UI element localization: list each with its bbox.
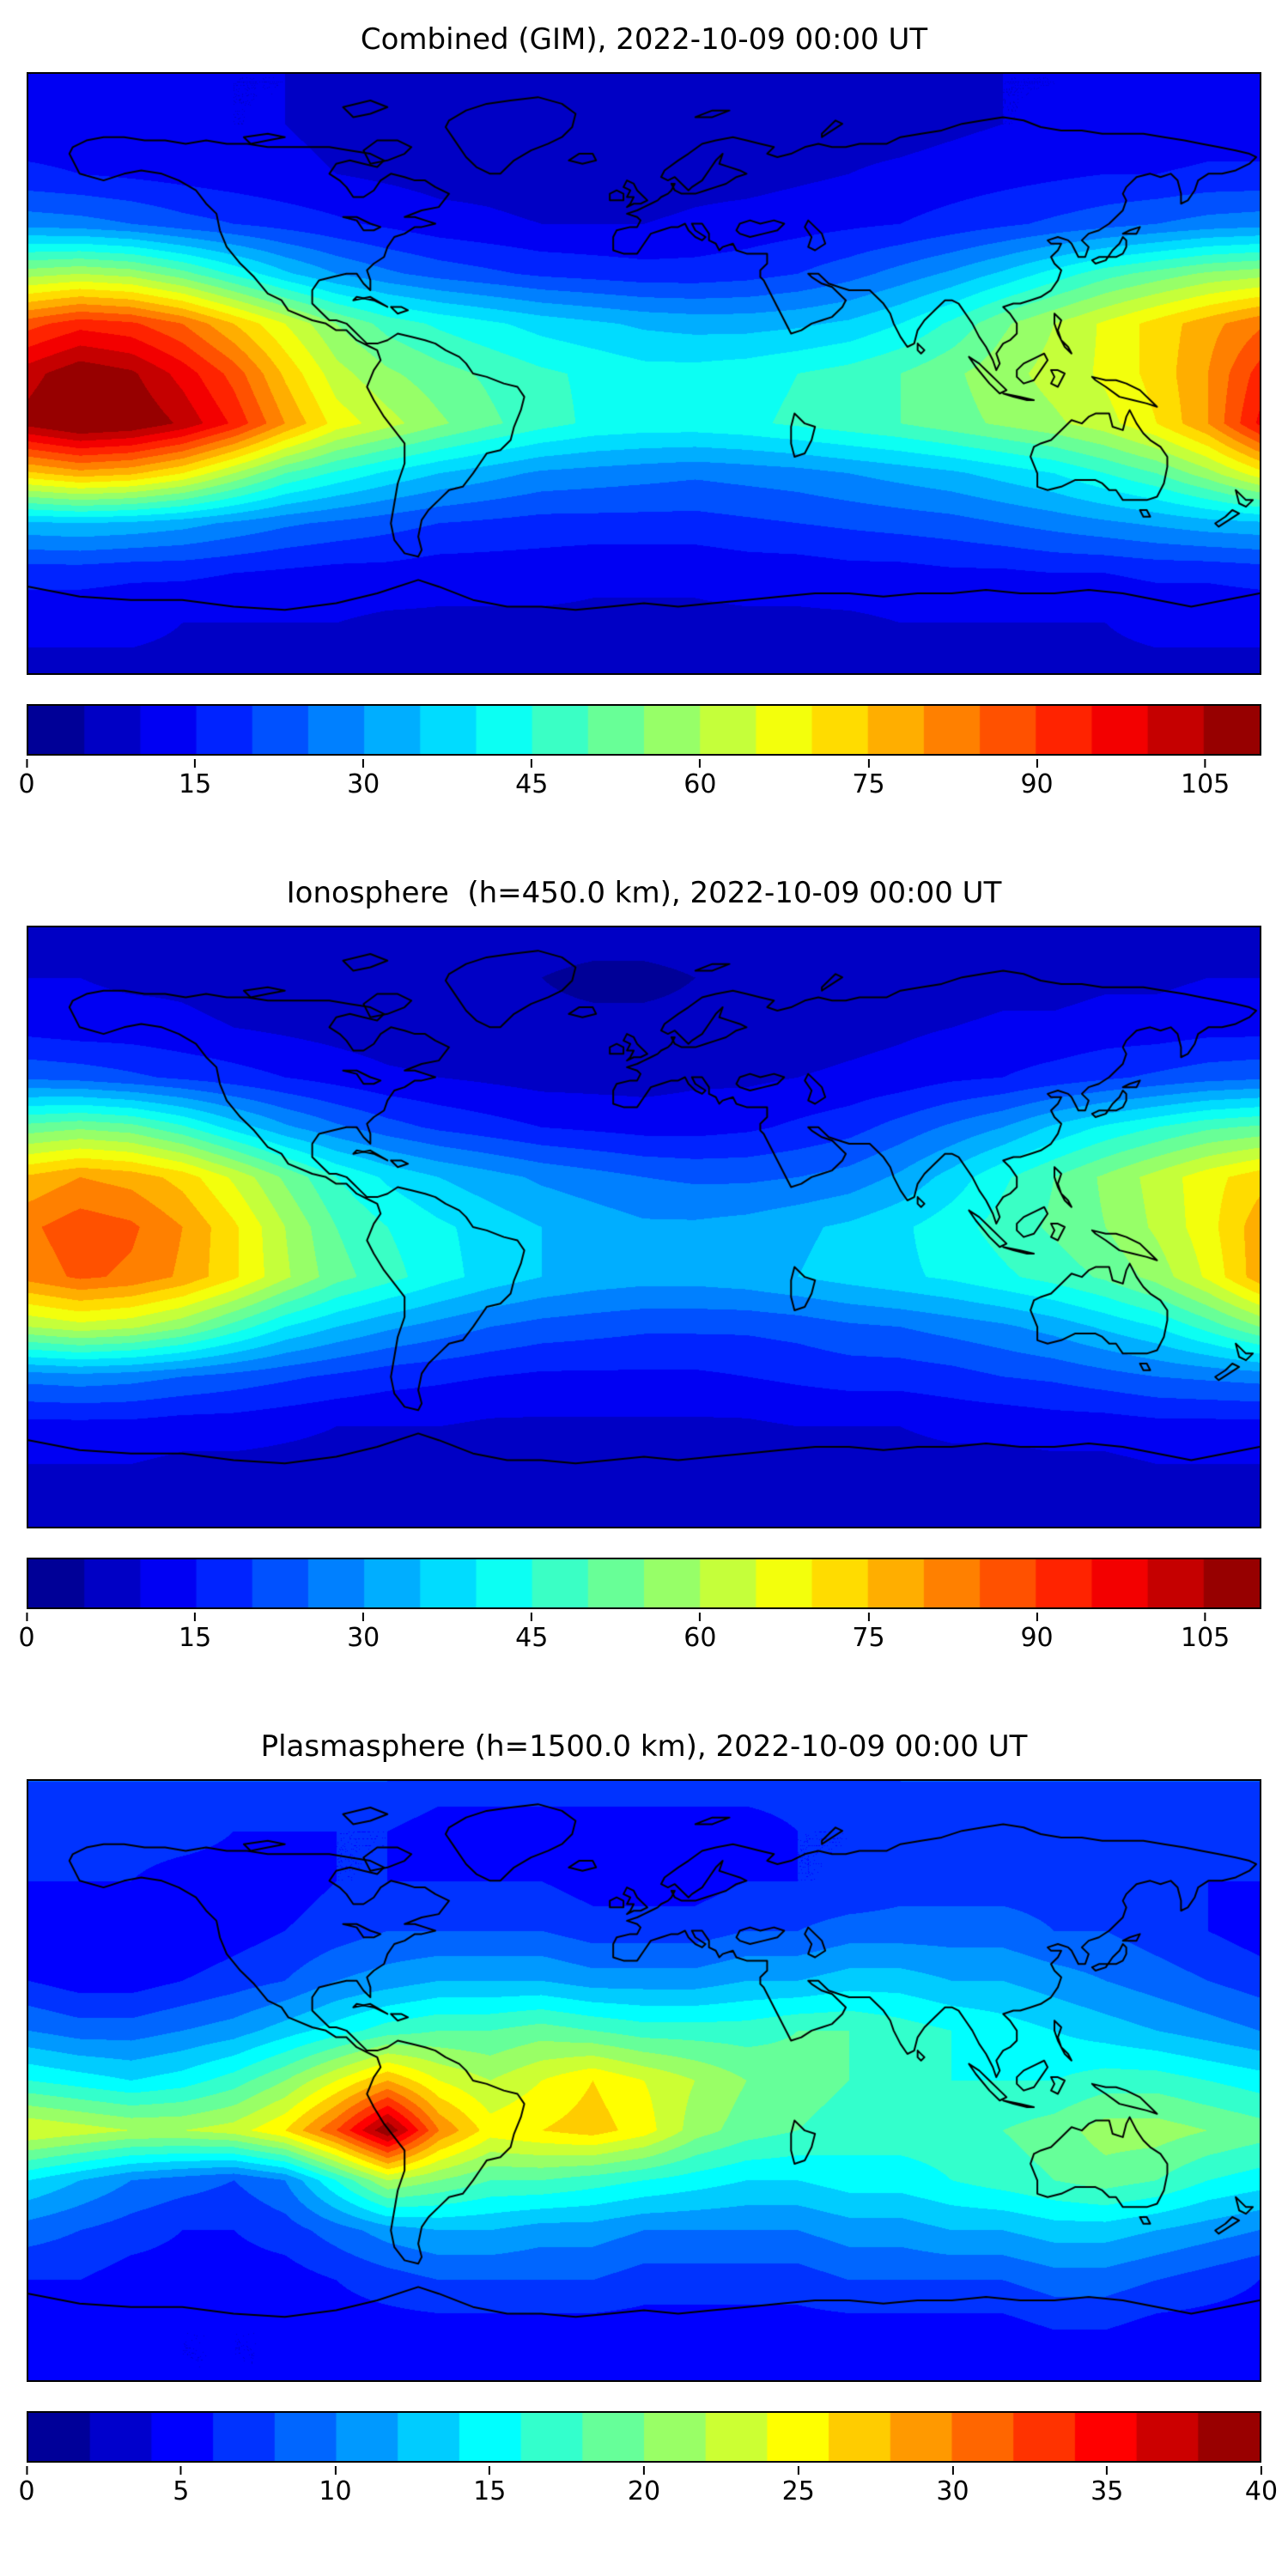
tick-mark <box>1036 759 1038 768</box>
tick-label: 15 <box>178 769 212 799</box>
tick-label: 75 <box>852 1623 885 1653</box>
colorbar-tick: 15 <box>179 759 211 799</box>
panel-ionosphere: Ionosphere (h=450.0 km), 2022-10-09 00:0… <box>18 854 1261 1654</box>
colorbar-tick: 5 <box>173 2466 189 2506</box>
colorbar-tick: 60 <box>683 759 716 799</box>
tick-label: 25 <box>781 2476 815 2506</box>
colorbar-tick: 30 <box>347 759 380 799</box>
colorbar-tick: 105 <box>1181 1613 1230 1652</box>
tick-mark <box>1204 759 1206 768</box>
tick-mark <box>1036 1613 1038 1621</box>
tick-label: 105 <box>1180 1623 1230 1653</box>
tick-mark <box>951 2466 954 2475</box>
tick-mark <box>867 1613 870 1621</box>
tick-label: 30 <box>347 769 380 799</box>
colorbar-tick: 45 <box>515 759 548 799</box>
tick-mark <box>699 1613 702 1621</box>
tick-label: 30 <box>347 1623 380 1653</box>
tick-label: 10 <box>319 2476 352 2506</box>
colorbar-ticks-combined: 0 15 30 45 60 75 90 105 <box>18 759 1261 800</box>
tick-mark <box>489 2466 491 2475</box>
tick-label: 30 <box>936 2476 969 2506</box>
colorbar-tick: 30 <box>347 1613 380 1652</box>
colorbar-ticks-ionosphere: 0 15 30 45 60 75 90 105 <box>18 1613 1261 1654</box>
map-canvas-ionosphere <box>27 926 1261 1528</box>
tick-label: 45 <box>515 769 549 799</box>
colorbar-tick: 75 <box>852 759 885 799</box>
tick-mark <box>1106 2466 1109 2475</box>
tick-label: 0 <box>18 2476 35 2506</box>
tick-mark <box>797 2466 799 2475</box>
tick-label: 105 <box>1180 769 1230 799</box>
map-canvas-plasmasphere <box>27 1779 1261 2382</box>
tick-mark <box>362 1613 365 1621</box>
colorbar-tick: 60 <box>683 1613 716 1652</box>
colorbar-tick: 20 <box>628 2466 660 2506</box>
panel-title-combined: Combined (GIM), 2022-10-09 00:00 UT <box>360 22 928 57</box>
colorbar-tick: 0 <box>18 2466 35 2506</box>
colorbar-tick: 90 <box>1020 1613 1054 1653</box>
colorbar-tick: 0 <box>18 1613 35 1653</box>
colorbar-ionosphere <box>27 1558 1261 1609</box>
tick-mark <box>26 1613 27 1621</box>
tick-label: 45 <box>515 1623 549 1653</box>
tick-label: 0 <box>18 769 35 799</box>
tick-mark <box>699 759 702 768</box>
tick-mark <box>531 759 533 768</box>
tick-mark <box>194 759 197 768</box>
tick-label: 75 <box>852 769 885 799</box>
tick-mark <box>531 1613 533 1621</box>
tick-label: 15 <box>473 2476 507 2506</box>
colorbar-tick: 75 <box>852 1613 885 1653</box>
tick-mark <box>179 2466 182 2475</box>
tick-label: 5 <box>173 2476 190 2506</box>
panel-title-ionosphere: Ionosphere (h=450.0 km), 2022-10-09 00:0… <box>286 876 1002 910</box>
tick-label: 35 <box>1091 2476 1124 2506</box>
colorbar-tick: 0 <box>18 759 35 799</box>
figure: Combined (GIM), 2022-10-09 00:00 UT 0 15 3… <box>18 0 1278 2507</box>
colorbar-combined <box>27 704 1261 756</box>
panel-title-plasmasphere: Plasmasphere (h=1500.0 km), 2022-10-09 0… <box>260 1729 1028 1764</box>
panel-plasmasphere: Plasmasphere (h=1500.0 km), 2022-10-09 0… <box>18 1707 1278 2507</box>
colorbar-tick: 105 <box>1181 759 1230 799</box>
colorbar-tick: 45 <box>515 1613 548 1652</box>
tick-mark <box>26 759 27 768</box>
colorbar-tick: 30 <box>936 2466 969 2506</box>
tick-label: 40 <box>1244 2476 1279 2506</box>
tick-mark <box>643 2466 645 2475</box>
panel-combined-gim: Combined (GIM), 2022-10-09 00:00 UT 0 15 3… <box>18 0 1261 800</box>
tick-mark <box>1204 1613 1206 1621</box>
colorbar-tick: 15 <box>473 2466 506 2506</box>
colorbar-tick: 15 <box>179 1613 211 1652</box>
tick-label: 15 <box>178 1623 212 1653</box>
tick-mark <box>334 2466 337 2475</box>
tick-mark <box>26 2466 27 2475</box>
tick-label: 60 <box>683 769 717 799</box>
colorbar-tick: 35 <box>1091 2466 1123 2506</box>
colorbar-ticks-plasmasphere: 0 5 10 15 20 25 30 35 40 <box>18 2466 1278 2507</box>
tick-mark <box>1261 2466 1262 2475</box>
colorbar-tick: 25 <box>782 2466 815 2506</box>
tick-label: 20 <box>627 2476 661 2506</box>
colorbar-tick: 10 <box>319 2466 352 2506</box>
tick-mark <box>194 1613 197 1621</box>
tick-label: 90 <box>1020 1623 1054 1653</box>
tick-mark <box>362 759 365 768</box>
colorbar-tick: 90 <box>1020 759 1054 799</box>
colorbar-plasmasphere <box>27 2411 1261 2463</box>
map-canvas-combined <box>27 72 1261 675</box>
tick-label: 90 <box>1020 769 1054 799</box>
tick-label: 60 <box>683 1623 717 1653</box>
tick-label: 0 <box>18 1623 35 1653</box>
colorbar-tick: 40 <box>1245 2466 1278 2506</box>
tick-mark <box>867 759 870 768</box>
